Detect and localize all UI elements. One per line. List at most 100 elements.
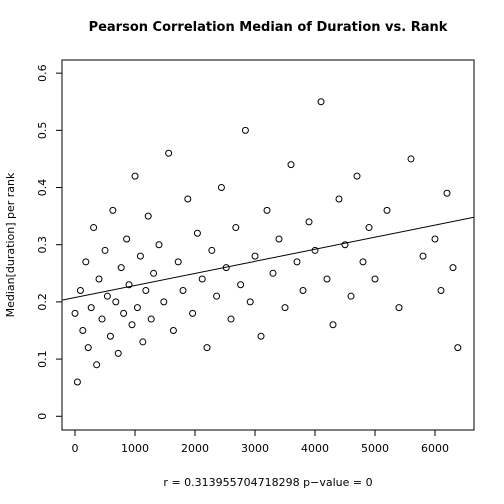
point [275, 235, 283, 243]
y-tick-label: 0.6 [36, 64, 49, 82]
point [371, 275, 379, 283]
point [84, 344, 92, 352]
point [407, 155, 415, 163]
x-tick-label: 2000 [181, 442, 209, 455]
point [293, 258, 301, 266]
point [419, 252, 427, 260]
point [437, 286, 445, 294]
point [189, 309, 197, 317]
point [131, 172, 139, 180]
point [217, 184, 225, 192]
point [257, 332, 265, 340]
point [93, 361, 101, 369]
point [123, 235, 131, 243]
point [329, 321, 337, 329]
point [106, 332, 114, 340]
point [90, 224, 98, 232]
point [431, 235, 439, 243]
point [287, 161, 295, 169]
chart-title: Pearson Correlation Median of Duration v… [89, 20, 448, 35]
point [281, 304, 289, 312]
point [335, 195, 343, 203]
y-axis-label: Median[duration] per rank [4, 172, 17, 317]
point [443, 189, 451, 197]
point [160, 298, 168, 306]
point [213, 292, 221, 300]
y-tick-label: 0.4 [36, 179, 49, 197]
point [133, 304, 141, 312]
point [203, 344, 211, 352]
point [193, 229, 201, 237]
point [147, 315, 155, 323]
point [208, 246, 216, 254]
point [237, 281, 245, 289]
point [82, 258, 90, 266]
point [125, 281, 133, 289]
plot-frame [61, 59, 475, 431]
point [347, 292, 355, 300]
point [179, 286, 187, 294]
point [454, 344, 462, 352]
point [323, 275, 331, 283]
point [112, 298, 120, 306]
point [395, 304, 403, 312]
point [232, 224, 240, 232]
point [120, 309, 128, 317]
x-tick-label: 6000 [421, 442, 449, 455]
point [359, 258, 367, 266]
point [365, 224, 373, 232]
point [311, 246, 319, 254]
point [174, 258, 182, 266]
point [144, 212, 152, 220]
point [136, 252, 144, 260]
x-tick-label: 0 [72, 442, 79, 455]
y-tick-label: 0.5 [36, 122, 49, 140]
point [165, 149, 173, 157]
point [269, 269, 277, 277]
point [169, 326, 177, 334]
x-axis-label: r = 0.313955704718298 p−value = 0 [163, 476, 372, 489]
point [150, 269, 158, 277]
x-tick-label: 5000 [361, 442, 389, 455]
plot-area [62, 98, 474, 386]
point [114, 349, 122, 357]
point [449, 264, 457, 272]
fit-line [62, 216, 474, 301]
point [87, 304, 95, 312]
y-tick-label: 0.3 [36, 236, 49, 254]
point [128, 321, 136, 329]
point [263, 206, 271, 214]
point [246, 298, 254, 306]
point [241, 126, 249, 134]
point [227, 315, 235, 323]
y-tick-label: 0 [36, 413, 49, 420]
point [299, 286, 307, 294]
x-tick-label: 1000 [121, 442, 149, 455]
point [383, 206, 391, 214]
point [103, 292, 111, 300]
point [117, 264, 125, 272]
x-tick-label: 4000 [301, 442, 329, 455]
point [184, 195, 192, 203]
point [305, 218, 313, 226]
point [198, 275, 206, 283]
point [353, 172, 361, 180]
point [98, 315, 106, 323]
point [155, 241, 163, 249]
point [79, 326, 87, 334]
point [101, 246, 109, 254]
point [76, 286, 84, 294]
point [95, 275, 103, 283]
point [341, 241, 349, 249]
point [139, 338, 147, 346]
y-tick-label: 0.2 [36, 293, 49, 311]
point [109, 206, 117, 214]
point [251, 252, 259, 260]
point [73, 378, 81, 386]
point [142, 286, 150, 294]
point [317, 98, 325, 106]
point [71, 309, 79, 317]
y-tick-label: 0.1 [36, 350, 49, 368]
